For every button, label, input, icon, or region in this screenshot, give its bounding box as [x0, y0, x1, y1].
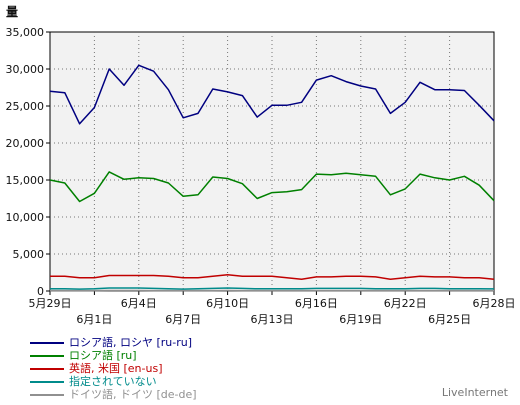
series-line	[49, 171, 495, 203]
series-line	[50, 287, 495, 290]
credit-text: LiveInternet	[441, 386, 508, 399]
x-tick-label: 6月10日	[206, 297, 249, 310]
legend-item: ドイツ語, ドイツ [de-de]	[30, 388, 197, 401]
x-tick-label: 6月1日	[76, 313, 112, 326]
x-tick-label: 6月28日	[473, 297, 516, 310]
legend-swatch	[30, 393, 64, 396]
x-tick-label: 5月29日	[29, 297, 72, 310]
y-tick-label: 35,000	[6, 26, 45, 39]
legend: ロシア語, ロシヤ [ru-ru] ロシア語 [ru] 英語, 米国 [en-us]…	[30, 336, 197, 401]
legend-label: ロシア語 [ru]	[69, 349, 137, 362]
y-tick-label: 15,000	[6, 174, 45, 187]
y-axis-label: 量	[6, 5, 18, 19]
x-tick-label: 6月19日	[339, 313, 382, 326]
series-line	[50, 273, 495, 280]
legend-swatch	[30, 341, 64, 344]
legend-item: 英語, 米国 [en-us]	[30, 362, 197, 375]
y-tick-label: 10,000	[6, 211, 45, 224]
legend-item: 指定されていない	[30, 375, 197, 388]
x-tick-label: 6月16日	[295, 297, 338, 310]
y-tick-label: 0	[37, 285, 44, 298]
legend-label: ドイツ語, ドイツ [de-de]	[69, 388, 197, 401]
legend-swatch	[30, 367, 64, 370]
x-axis-ticks: 5月29日6月1日6月4日6月7日6月10日6月13日6月16日6月19日6月2…	[29, 291, 516, 326]
x-tick-label: 6月25日	[428, 313, 471, 326]
y-tick-label: 25,000	[6, 100, 45, 113]
y-tick-label: 20,000	[6, 137, 45, 150]
legend-label: 指定されていない	[69, 375, 157, 388]
y-tick-label: 30,000	[6, 63, 45, 76]
y-tick-label: 5,000	[13, 248, 45, 261]
legend-item: ロシア語 [ru]	[30, 349, 197, 362]
plot-area	[49, 31, 495, 292]
legend-label: 英語, 米国 [en-us]	[69, 362, 163, 375]
legend-item: ロシア語, ロシヤ [ru-ru]	[30, 336, 197, 349]
series-line	[49, 64, 495, 125]
x-tick-label: 6月7日	[165, 313, 201, 326]
series-lines	[49, 64, 495, 292]
x-tick-label: 6月4日	[121, 297, 157, 310]
x-tick-label: 6月22日	[384, 297, 427, 310]
legend-swatch	[30, 380, 64, 383]
line-chart: 量 0 5,000 10,000 15,000 20,000 25,000 30,000 35…	[6, 5, 516, 326]
legend-swatch	[30, 354, 64, 357]
y-axis-ticks: 0 5,000 10,000 15,000 20,000 25,000 30,000 35,0…	[6, 26, 50, 298]
x-tick-label: 6月13日	[251, 313, 294, 326]
legend-label: ロシア語, ロシヤ [ru-ru]	[69, 336, 193, 349]
